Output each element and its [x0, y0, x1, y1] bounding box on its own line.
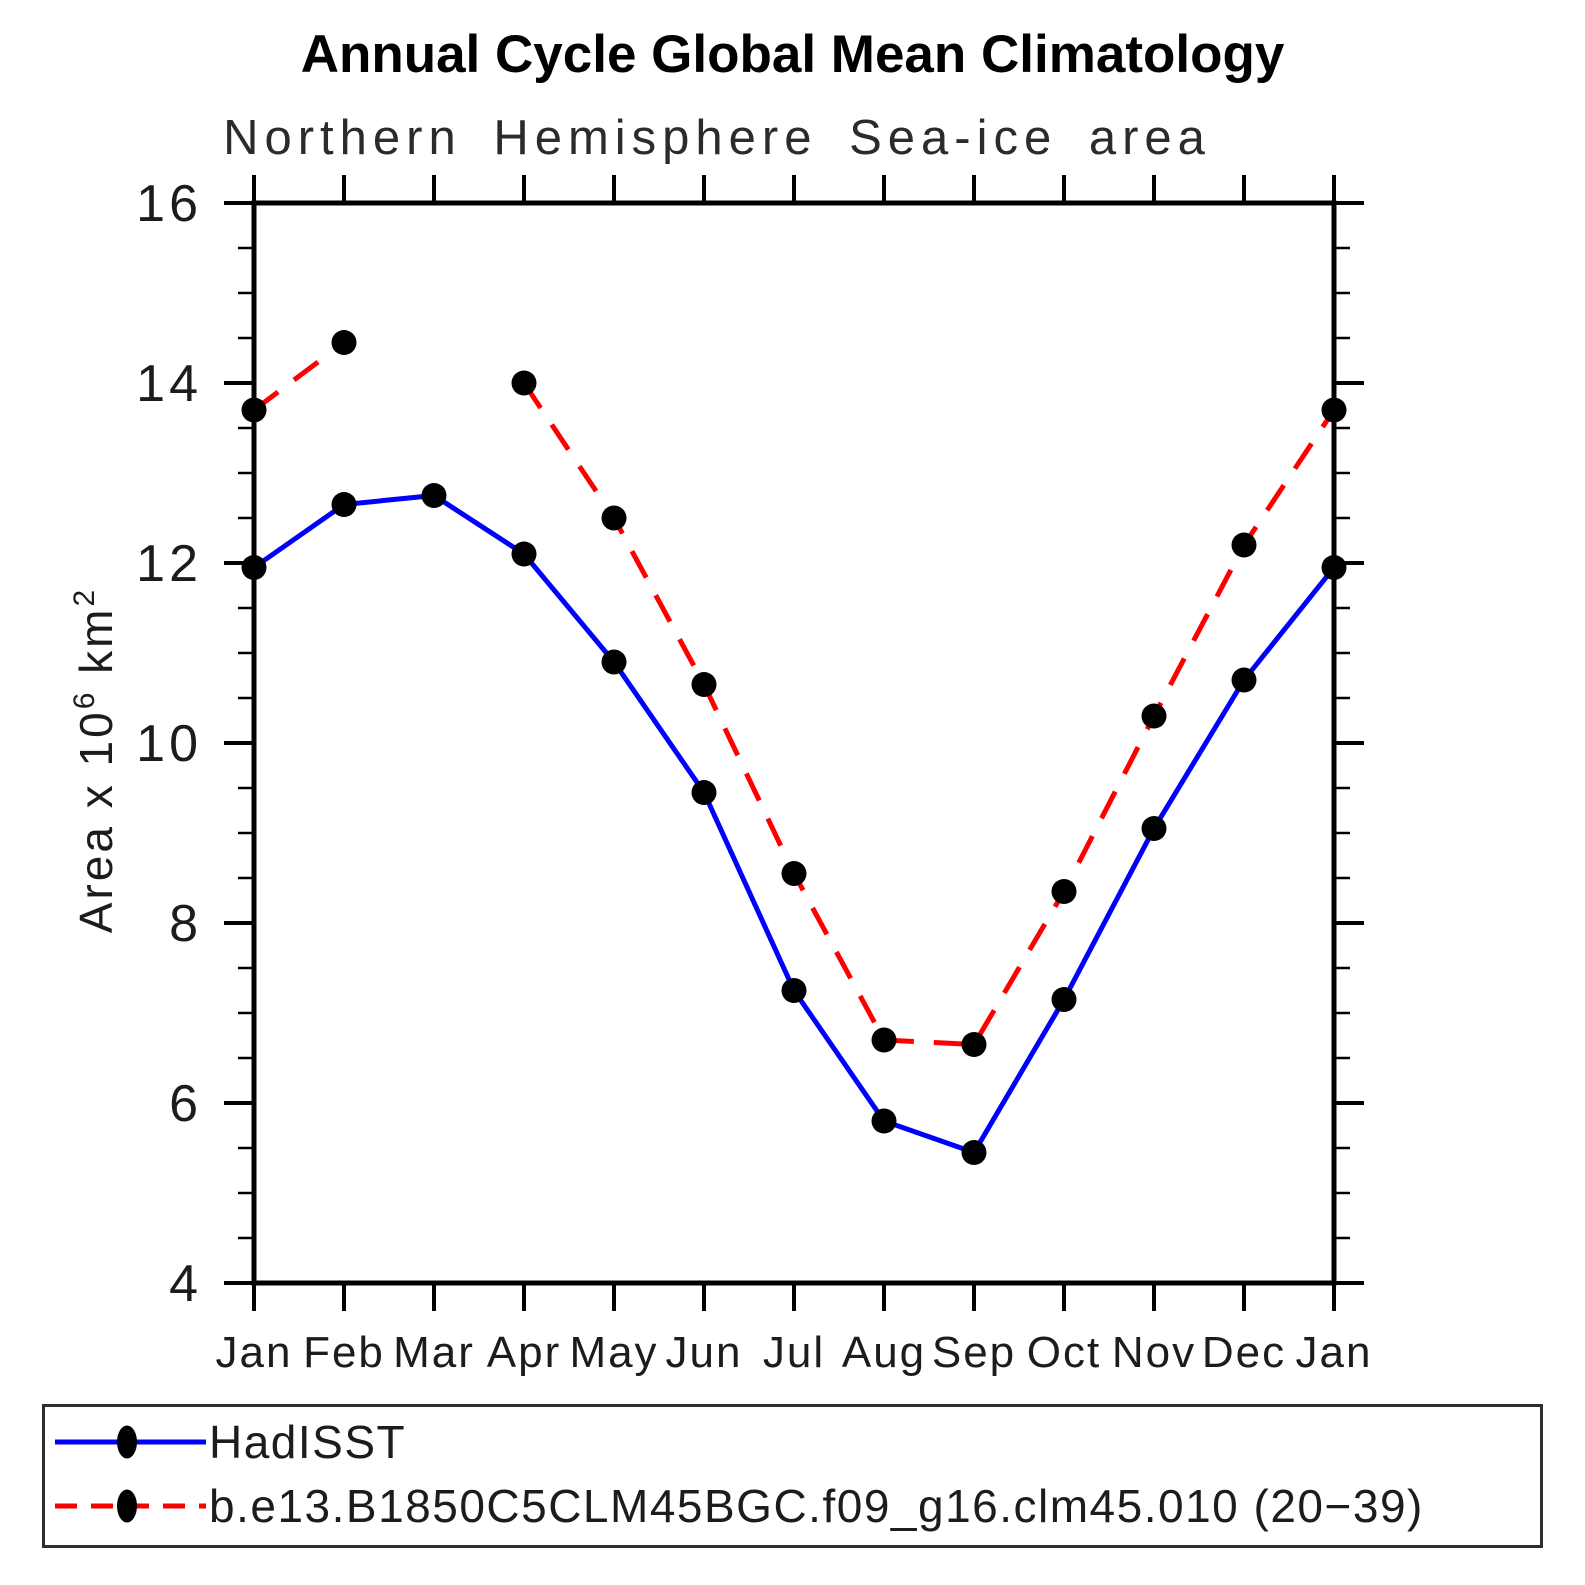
x-tick-label-jun-5: Jun [666, 1328, 743, 1377]
data-point-s1-6 [781, 861, 807, 886]
x-tick-label-aug-7: Aug [842, 1328, 926, 1377]
x-tick-label-feb-1: Feb [303, 1328, 385, 1377]
legend-item-model: b.e13.B1850C5CLM45BGC.f09_g16.clm45.010 … [51, 1480, 1424, 1532]
data-point-s0-10 [1141, 816, 1167, 841]
y-tick-label-4: 4 [169, 1255, 202, 1313]
x-tick-label-jul-6: Jul [763, 1328, 825, 1377]
data-point-s0-8 [961, 1140, 987, 1165]
legend-label-hadisst: HadISST [209, 1416, 407, 1468]
data-point-s1-7 [871, 1027, 897, 1053]
y-tick-label-10: 10 [136, 715, 202, 773]
model-line-swatch-icon [55, 1489, 206, 1523]
x-tick-label-jan-0: Jan [216, 1328, 293, 1377]
hadisst-marker-icon [117, 1425, 137, 1459]
data-point-s0-0 [241, 555, 267, 580]
data-point-s1-12 [1321, 397, 1347, 423]
data-point-s1-3 [511, 370, 537, 396]
chart-title: Annual Cycle Global Mean Climatology [300, 25, 1285, 84]
legend-label-model: b.e13.B1850C5CLM45BGC.f09_g16.clm45.010 … [209, 1480, 1424, 1532]
x-tick-label-may-4: May [569, 1328, 658, 1377]
data-point-s0-5 [691, 780, 717, 805]
y-axis-title: Area x 106 km2 [68, 587, 122, 933]
series-line-0 [252, 492, 1336, 1156]
data-point-s0-7 [871, 1108, 897, 1134]
y-tick-label-16: 16 [136, 175, 202, 233]
data-point-s1-8 [961, 1032, 987, 1057]
axis-frame [251, 200, 1337, 1286]
x-tick-label-apr-3: Apr [487, 1328, 561, 1377]
data-point-s0-9 [1051, 987, 1077, 1012]
data-point-s0-4 [601, 649, 627, 675]
data-point-s0-12 [1321, 555, 1347, 580]
data-point-s1-4 [601, 505, 627, 531]
data-point-s0-6 [781, 978, 807, 1003]
data-point-s1-10 [1141, 703, 1167, 729]
model-marker-icon [117, 1489, 137, 1523]
y-tick-label-6: 6 [169, 1075, 202, 1133]
data-point-s1-0 [241, 397, 267, 423]
x-tick-label-jan-12: Jan [1296, 1328, 1373, 1377]
data-point-s1-11 [1231, 532, 1257, 558]
y-tick-label-12: 12 [136, 535, 202, 593]
data-point-s1-5 [691, 672, 717, 697]
x-tick-label-mar-2: Mar [393, 1328, 475, 1377]
data-point-s1-9 [1051, 879, 1077, 904]
x-tick-label-dec-11: Dec [1202, 1328, 1286, 1377]
x-tick-label-nov-10: Nov [1112, 1328, 1196, 1377]
legend: HadISST b.e13.B1850C5CLM45BGC.f09_g16.cl… [42, 1404, 1543, 1548]
data-point-s0-1 [331, 492, 357, 517]
chart-subtitle: Northern Hemisphere Sea-ice area [223, 111, 1211, 165]
y-tick-label-14: 14 [136, 355, 202, 413]
x-tick-label-sep-8: Sep [932, 1328, 1016, 1377]
y-tick-label-8: 8 [169, 895, 202, 953]
series-line-1 [252, 340, 1337, 1048]
data-point-s0-2 [421, 483, 447, 508]
hadisst-line-swatch-icon [55, 1425, 206, 1459]
legend-item-hadisst: HadISST [51, 1416, 406, 1468]
x-tick-label-oct-9: Oct [1027, 1328, 1101, 1377]
data-point-s0-11 [1231, 667, 1257, 693]
data-point-s1-1 [331, 330, 357, 355]
data-point-s0-3 [511, 541, 537, 567]
